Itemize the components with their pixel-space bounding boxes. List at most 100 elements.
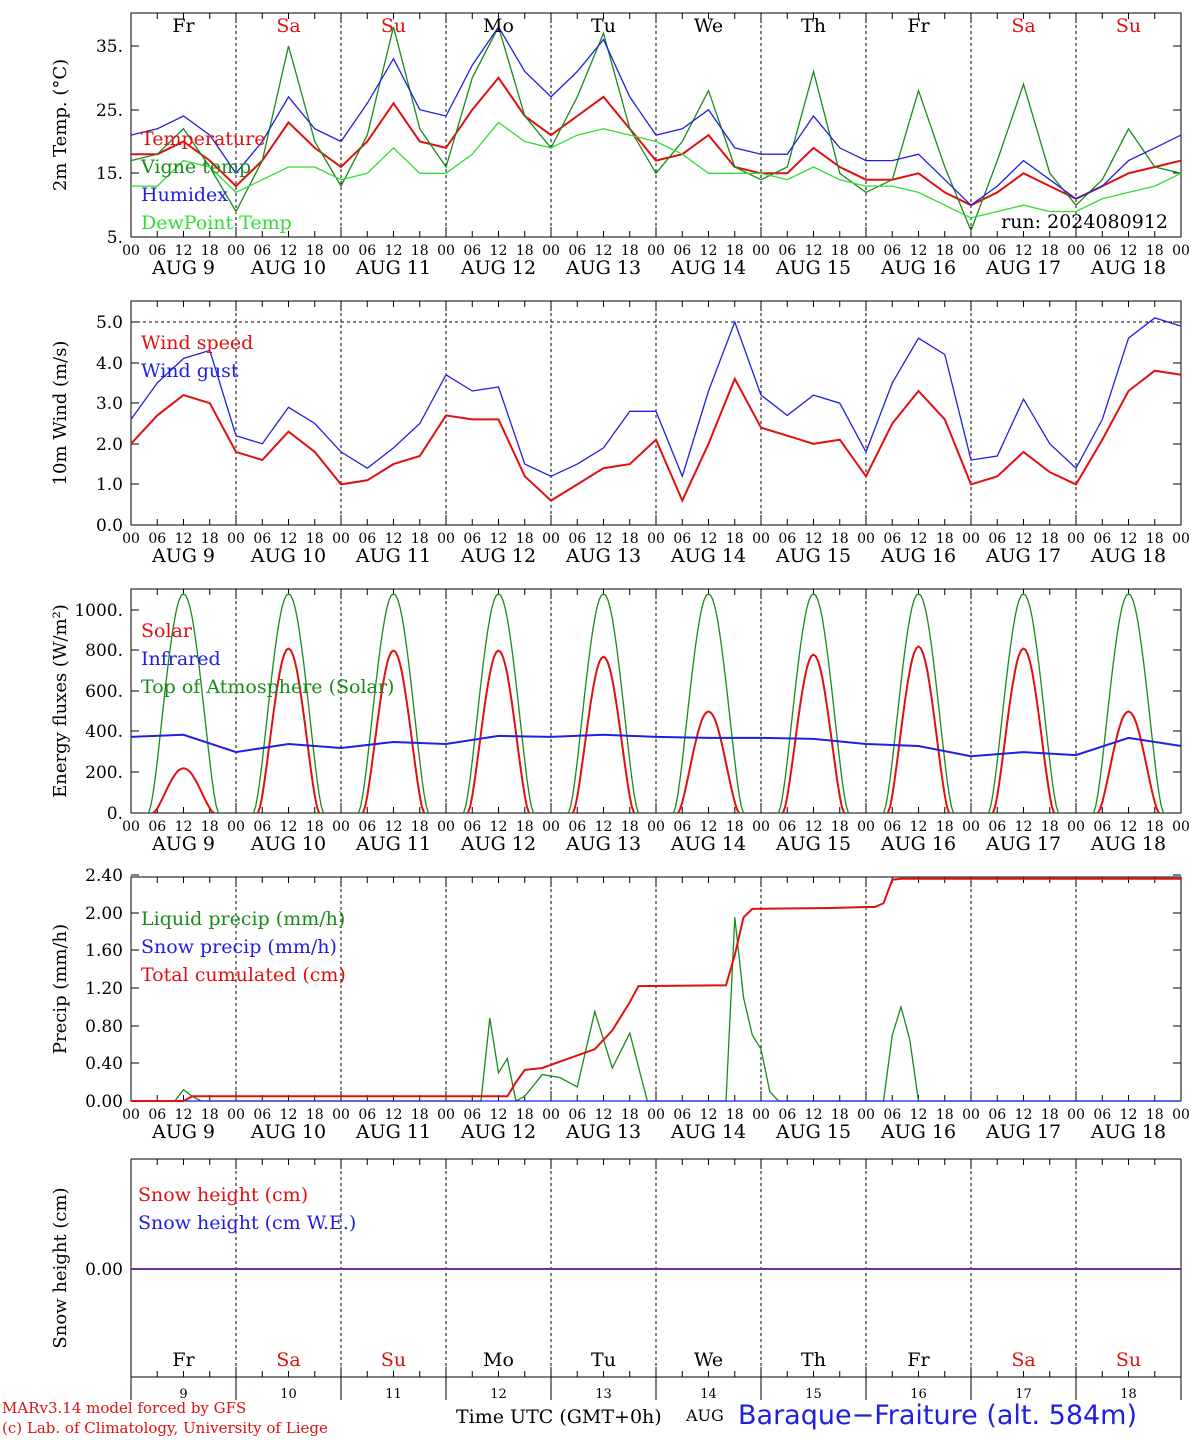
series-solar	[781, 653, 846, 814]
y-tick-label: 2.0	[96, 435, 123, 455]
hour-tick-label: 00	[647, 1107, 665, 1123]
hour-tick-label: 00	[122, 531, 140, 547]
day-label: Th	[801, 1349, 826, 1371]
hour-tick-label: 18	[1041, 1107, 1059, 1123]
y-tick-label: 5.	[107, 228, 123, 248]
hour-tick-label: 12	[385, 531, 403, 547]
day-label: Sa	[1011, 1349, 1035, 1371]
y-tick-label: 1.20	[85, 979, 123, 999]
hour-tick-label: 12	[595, 531, 613, 547]
hour-tick-label: 12	[595, 243, 613, 259]
series-top-of-atmosphere-solar-	[672, 593, 745, 814]
y-tick-label: 0.0	[96, 516, 123, 536]
day-number-label: 13	[595, 1387, 612, 1402]
hour-tick-label: 00	[122, 1107, 140, 1123]
hour-tick-label: 00	[437, 531, 455, 547]
hour-tick-label: 00	[962, 1107, 980, 1123]
legend-entry: Temperature	[141, 128, 265, 150]
hour-tick-label: 06	[988, 243, 1006, 259]
series-solar	[571, 655, 636, 814]
hour-tick-label: 18	[621, 531, 639, 547]
series-top-of-atmosphere-solar-	[357, 593, 430, 814]
hour-tick-label: 18	[411, 819, 429, 835]
day-label: Sa	[276, 1349, 300, 1371]
hour-tick-label: 06	[673, 531, 691, 547]
day-number-label: 9	[179, 1387, 187, 1402]
month-label: AUG	[686, 1406, 724, 1425]
y-tick-label: 3.0	[96, 394, 123, 414]
date-label: AUG 12	[460, 257, 536, 279]
legend-entry: DewPoint Temp	[141, 212, 292, 234]
date-label: AUG 13	[565, 1121, 641, 1143]
hour-tick-label: 06	[358, 243, 376, 259]
hour-tick-label: 06	[568, 1107, 586, 1123]
hour-tick-label: 12	[700, 1107, 718, 1123]
date-label: AUG 11	[355, 545, 431, 567]
hour-tick-label: 18	[516, 819, 534, 835]
hour-tick-label: 18	[726, 531, 744, 547]
hour-tick-label: 00	[332, 1107, 350, 1123]
hour-tick-label: 18	[1041, 819, 1059, 835]
hour-tick-label: 12	[385, 1107, 403, 1123]
y-tick-label: 1.60	[85, 941, 123, 961]
hour-tick-label: 12	[1120, 1107, 1138, 1123]
day-label: Fr	[172, 1349, 195, 1371]
series-solar	[152, 767, 215, 814]
day-label: Su	[1116, 15, 1141, 37]
date-label: AUG 11	[355, 1121, 431, 1143]
hour-tick-label: 18	[201, 819, 219, 835]
y-tick-label: 400.	[85, 722, 123, 742]
series-solar	[677, 710, 740, 814]
series-solar	[991, 647, 1056, 814]
hour-tick-label: 06	[883, 819, 901, 835]
y-tick-label: 5.0	[96, 313, 123, 333]
hour-tick-label: 06	[568, 243, 586, 259]
hour-tick-label: 12	[700, 243, 718, 259]
hour-tick-label: 18	[936, 243, 954, 259]
y-tick-label: 4.0	[96, 354, 123, 374]
hour-tick-label: 18	[1146, 531, 1164, 547]
date-label: AUG 14	[670, 1121, 746, 1143]
hour-tick-label: 06	[358, 819, 376, 835]
legend-entry: Wind speed	[141, 332, 253, 354]
hour-tick-label: 18	[306, 1107, 324, 1123]
hour-tick-label: 06	[568, 531, 586, 547]
date-label: AUG 15	[775, 1121, 851, 1143]
hour-tick-label: 18	[516, 243, 534, 259]
date-label: AUG 17	[985, 545, 1061, 567]
hour-tick-label: 06	[778, 243, 796, 259]
legend-entry: Solar	[141, 620, 193, 642]
hour-tick-label: 06	[463, 531, 481, 547]
legend-entry: Infrared	[141, 648, 221, 670]
hour-tick-label: 12	[910, 819, 928, 835]
hour-tick-label: 00	[542, 243, 560, 259]
hour-tick-label: 00	[1067, 531, 1085, 547]
date-label: AUG 16	[880, 1121, 956, 1143]
series-top-of-atmosphere-solar-	[987, 593, 1060, 814]
day-number-label: 17	[1015, 1387, 1032, 1402]
date-label: AUG 10	[250, 257, 326, 279]
series-wind-gust	[130, 317, 1182, 479]
y-tick-label: 0.40	[85, 1054, 123, 1074]
hour-tick-label: 00	[542, 819, 560, 835]
hour-tick-label: 00	[857, 819, 875, 835]
panel-4: 0.00 0.40 0.80 1.20 1.60 2.00 2.40 Precip (mm/h…	[50, 866, 1190, 1143]
date-label: AUG 13	[565, 257, 641, 279]
station-title: Baraque−Fraiture (alt. 584m)	[738, 1400, 1138, 1431]
hour-tick-label: 12	[1120, 531, 1138, 547]
date-label: AUG 9	[151, 257, 215, 279]
hour-tick-label: 18	[516, 531, 534, 547]
day-label: Sa	[276, 15, 300, 37]
hour-tick-label: 06	[988, 819, 1006, 835]
hour-tick-label: 00	[122, 819, 140, 835]
panel-2: 0.0 1.0 2.0 3.0 4.0 5.0 10m Wind (m/s) 00 06 12 18…	[50, 300, 1190, 567]
hour-tick-label: 00	[1172, 531, 1190, 547]
hour-tick-label: 12	[805, 243, 823, 259]
day-label: Su	[381, 15, 406, 37]
hour-tick-label: 00	[962, 243, 980, 259]
date-label: AUG 16	[880, 833, 956, 855]
hour-tick-label: 00	[332, 819, 350, 835]
hour-tick-label: 18	[1041, 531, 1059, 547]
y-tick-label: 0.00	[85, 1092, 123, 1112]
